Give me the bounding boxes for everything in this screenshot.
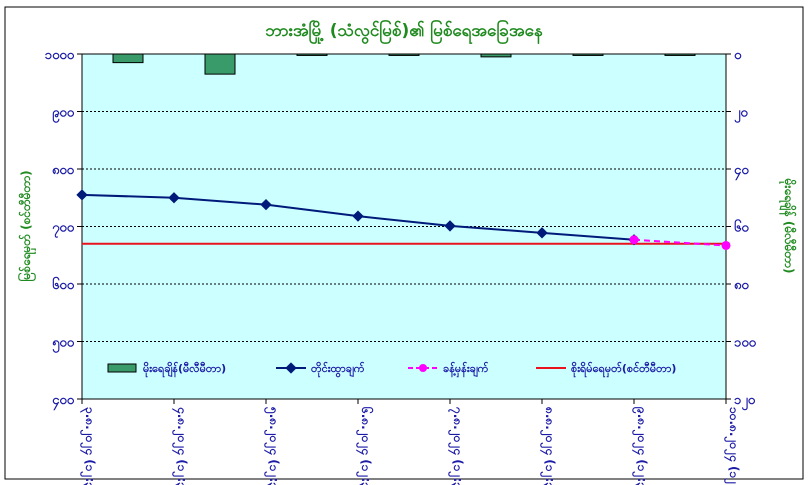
x-tick-label: ၁၀.၈.၂၀၂၄ (၁၂:၃၀) — [723, 407, 741, 485]
y-axis-left-label: မြစ်ရေမှတ် (စင်တီမီတာ) — [16, 170, 37, 281]
forecast-point — [721, 240, 731, 250]
forecast-point — [629, 235, 639, 245]
left-tick-label: ၁၀၀၀ — [45, 48, 75, 63]
right-tick-label: ၁၂၀ — [734, 393, 756, 411]
x-tick-label: ၆.၈.၂၀၂၄ (၁၂:၃၀) — [355, 406, 375, 485]
legend-marker-measured — [285, 362, 297, 374]
legend-label: မိုးရေချိန်(မီလီမီတာ) — [143, 361, 226, 378]
series-lines — [76, 189, 731, 250]
rainfall-bar — [664, 53, 696, 56]
rainfall-bar — [572, 53, 604, 56]
rainfall-bar — [112, 53, 144, 64]
left-tick-label: ၇၀၀ — [52, 221, 75, 239]
left-tick-label: ၆၀၀ — [52, 276, 75, 293]
x-axis-ticks: ၃.၈.၂၀၂၄ (၁၂:၃၀) ၄.၈.၂၀၂၄ (၁၂:၃၀) ၅.၈.၂၀၂၄… — [79, 399, 741, 485]
rainfall-bar — [296, 53, 328, 56]
measured-point — [444, 220, 456, 232]
right-tick-label: ၈၀ — [734, 278, 749, 293]
rainfall-bar — [204, 53, 236, 75]
legend-swatch-rainfall — [107, 363, 137, 373]
forecast-line — [633, 238, 727, 247]
left-axis-ticks: ၄၀၀ ၅၀၀ ၆၀၀ ၇၀၀ ၈၀၀ ၉၀၀ ၁၀၀၀ — [45, 48, 82, 411]
legend-label: စိုးရိမ်ရေမှတ်(စင်တီမီတာ) — [571, 361, 676, 378]
x-tick-label: ၉.၈.၂၀၂၄ (၁၂:၃၀) — [631, 406, 649, 485]
x-tick-label: ၄.၈.၂၀၂၄ (၁၂:၃၀) — [171, 406, 189, 485]
right-tick-label: ၂၀ — [734, 106, 748, 124]
x-tick-label: ၅.၈.၂၀၂၄ (၁၂:၃၀) — [263, 406, 281, 485]
legend-label: တိုင်းထွာချက် — [311, 361, 365, 378]
rainfall-bar — [480, 53, 512, 58]
rainfall-bars — [112, 53, 696, 75]
x-tick-label: ၃.၈.၂၀၂၄ (၁၂:၃၀) — [79, 407, 97, 485]
right-tick-label: ၁၀၀ — [734, 336, 757, 351]
x-tick-label: ၈.၈.၂၀၂၄ (၁၂:၃၀) — [539, 406, 557, 485]
legend-marker-forecast — [419, 364, 427, 372]
gridlines — [82, 111, 726, 342]
y-axis-right-label: မိုးရေချိန် (မီလီမီတာ) — [778, 178, 798, 274]
left-tick-label: ၈၀၀ — [52, 163, 75, 178]
legend: မိုးရေချိန်(မီလီမီတာ) တိုင်းထွာချက် ခန့်မှ… — [107, 361, 676, 378]
measured-point — [168, 192, 180, 204]
left-tick-label: ၉၀၀ — [52, 106, 75, 124]
left-tick-label: ၄၀၀ — [52, 393, 75, 411]
measured-point — [352, 210, 364, 222]
right-tick-label: ၀ — [734, 48, 742, 63]
measured-point — [536, 227, 548, 239]
legend-label: ခန့်မှန်းချက် — [443, 361, 489, 378]
rainfall-bar — [388, 53, 420, 56]
right-tick-label: ၄၀ — [734, 163, 749, 181]
measured-point — [260, 198, 272, 211]
right-tick-label: ၆၀ — [734, 219, 749, 236]
chart-title: ဘားအံမြို့ (သံလွင်မြစ်)၏ မြစ်ရေအခြေအနေ — [264, 18, 542, 45]
left-tick-label: ၅၀၀ — [52, 336, 75, 354]
x-tick-label: ၇.၈.၂၀၂၄ (၁၂:၃၀) — [447, 406, 465, 485]
